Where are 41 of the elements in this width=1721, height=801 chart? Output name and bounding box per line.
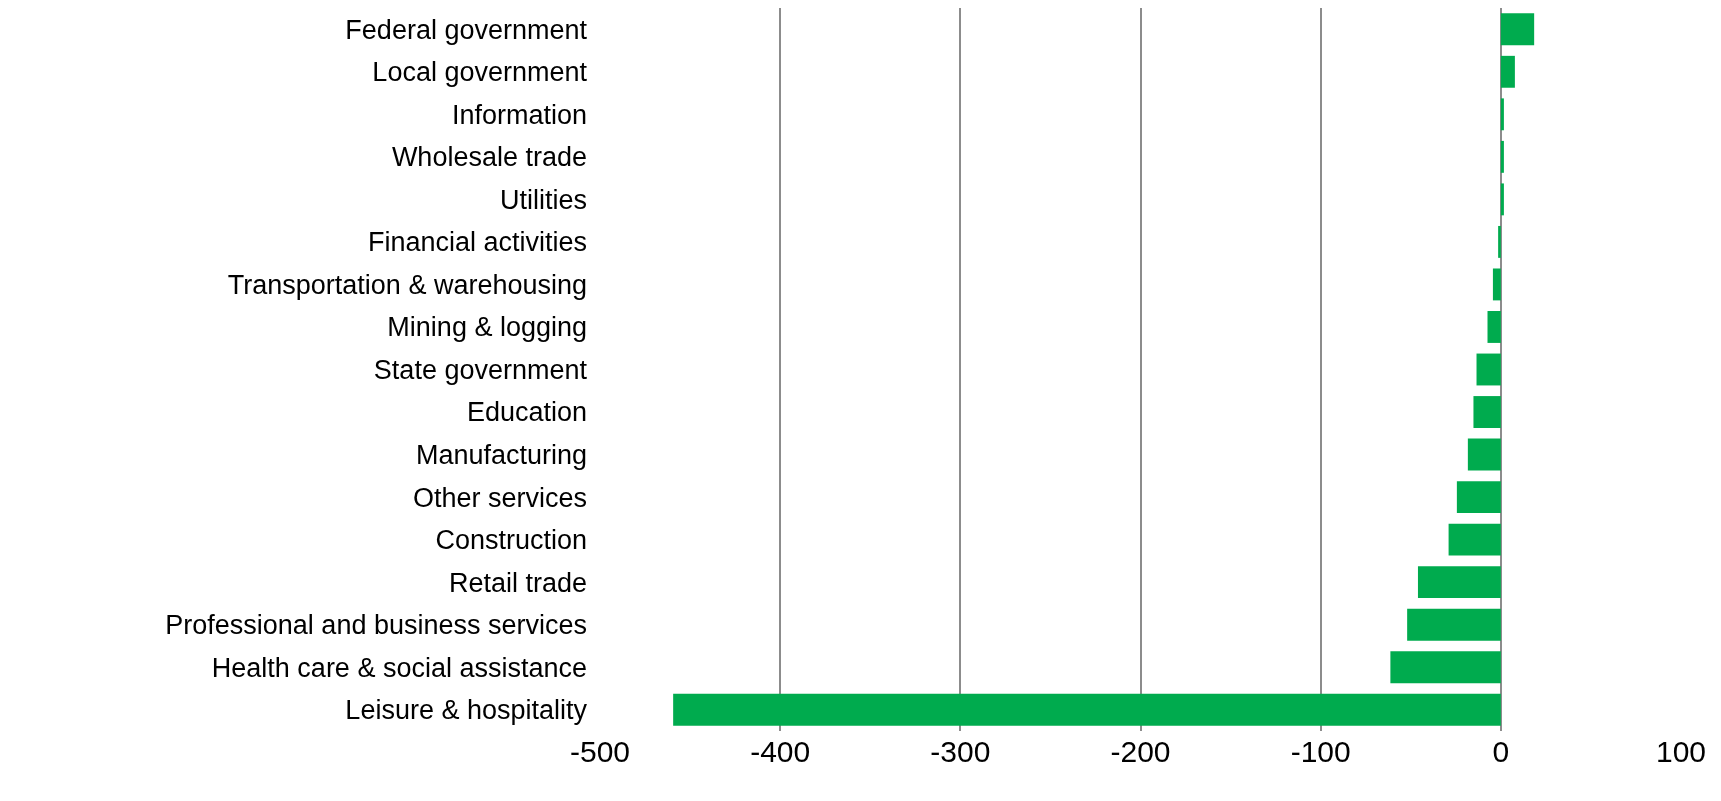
bar: [1500, 140, 1504, 173]
bar: [1456, 481, 1501, 514]
y-tick-label: Health care & social assistance: [211, 652, 587, 683]
y-tick-label: Other services: [412, 482, 587, 513]
y-tick-label: Federal government: [345, 14, 588, 45]
x-tick-label: -400: [750, 735, 811, 768]
x-tick-label: -100: [1290, 735, 1351, 768]
y-tick-label: Education: [466, 397, 587, 428]
x-tick-label: 100: [1655, 735, 1707, 768]
y-tick-label: Transportation & warehousing: [227, 269, 587, 300]
bar: [1473, 396, 1501, 428]
x-tick-label: -300: [930, 735, 991, 768]
y-tick-label: Information: [451, 99, 587, 130]
y-tick-label: Utilities: [499, 184, 587, 215]
bar: [673, 693, 1501, 726]
y-tick-label: Construction: [435, 525, 587, 556]
y-tick-label: Manufacturing: [415, 440, 587, 471]
bar: [1500, 98, 1504, 131]
bar: [1448, 523, 1501, 556]
x-tick-label: -200: [1110, 735, 1171, 768]
bar: [1417, 566, 1501, 599]
bar: [1407, 608, 1501, 641]
bar: [1500, 55, 1515, 88]
y-tick-label: Mining & logging: [387, 312, 587, 343]
bar: [1492, 268, 1501, 301]
bar: [1500, 183, 1504, 216]
bar: [1500, 13, 1535, 46]
y-tick-label: Wholesale trade: [391, 142, 587, 173]
bar: [1467, 438, 1501, 471]
y-tick-label: Retail trade: [448, 567, 587, 598]
bar: [1390, 651, 1501, 684]
y-tick-label: Financial activities: [367, 227, 587, 258]
y-tick-label: State government: [373, 354, 588, 385]
y-tick-label: Professional and business services: [165, 610, 587, 641]
bar: [1487, 311, 1501, 343]
y-tick-label: Leisure & hospitality: [345, 695, 588, 726]
bar: [1498, 225, 1501, 258]
x-tick-label: 0: [1492, 735, 1510, 768]
x-tick-label: -500: [569, 735, 631, 768]
bar: [1476, 353, 1501, 386]
y-tick-label: Local government: [372, 57, 588, 88]
